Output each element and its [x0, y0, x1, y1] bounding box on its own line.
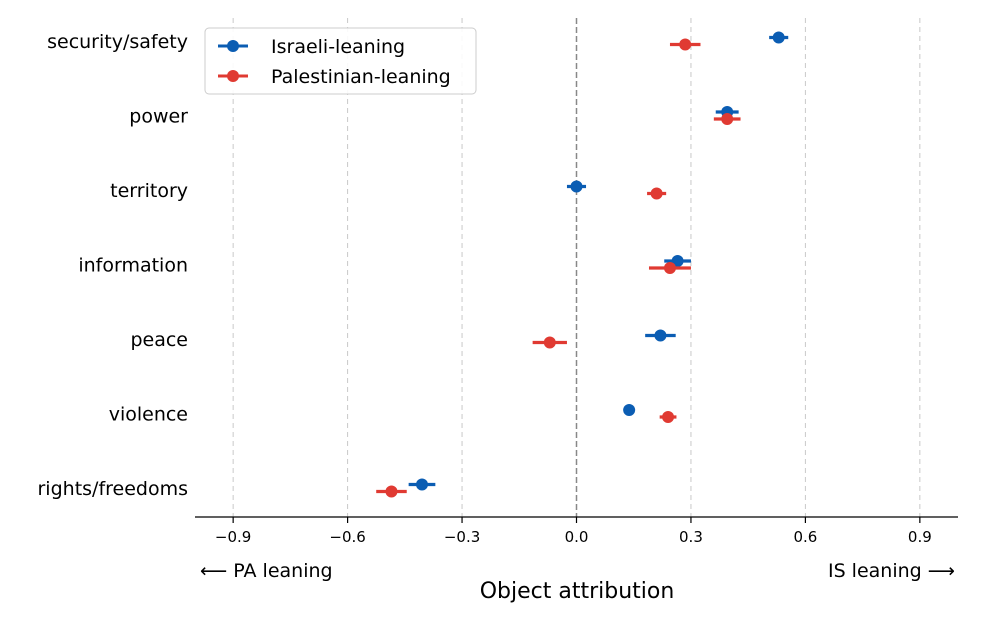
legend: Israeli-leaning Palestinian-leaning	[204, 27, 477, 95]
x-axis-ticks: −0.9 −0.6 −0.3 0.0 0.3 0.6 0.9	[215, 517, 932, 546]
x-tick-label: 0.9	[908, 528, 932, 546]
legend-frame	[204, 27, 477, 95]
data-point	[543, 336, 556, 349]
data-point	[662, 411, 675, 423]
x-tick-label: 0.6	[793, 528, 817, 546]
category-label: peace	[130, 329, 188, 351]
data-series	[376, 31, 789, 498]
data-point	[654, 329, 667, 342]
data-point	[415, 478, 428, 491]
legend-label: Israeli-leaning	[271, 36, 405, 58]
data-point	[679, 38, 692, 51]
x-tick-label: −0.9	[215, 528, 251, 546]
series-palestinian-leaning	[376, 38, 741, 498]
x-axis-title: Object attribution	[480, 579, 675, 604]
category-label: violence	[109, 404, 188, 426]
data-point	[650, 187, 663, 200]
series-israeli-leaning	[408, 31, 789, 491]
legend-marker	[227, 40, 239, 52]
is-leaning-annotation: IS leaning ⟶	[828, 560, 955, 582]
category-label: rights/freedoms	[38, 478, 189, 500]
vertical-gridlines	[232, 18, 921, 517]
category-label: power	[129, 106, 188, 128]
x-tick-label: 0.3	[679, 528, 703, 546]
data-point	[772, 31, 785, 44]
category-labels: security/safety power territory information…	[38, 31, 189, 500]
x-tick-label: −0.6	[329, 528, 365, 546]
legend-marker	[227, 70, 239, 82]
category-label: territory	[110, 180, 188, 202]
pa-leaning-annotation: ⟵ PA leaning	[200, 560, 333, 582]
data-point	[663, 262, 676, 274]
x-tick-label: 0.0	[565, 528, 589, 546]
data-point	[671, 255, 684, 267]
category-label: information	[78, 255, 188, 277]
data-point	[570, 180, 583, 193]
data-point	[721, 113, 734, 125]
data-point	[623, 404, 636, 416]
category-label: security/safety	[47, 31, 188, 53]
x-tick-label: −0.3	[444, 528, 480, 546]
data-point	[385, 485, 398, 498]
legend-label: Palestinian-leaning	[271, 66, 451, 88]
